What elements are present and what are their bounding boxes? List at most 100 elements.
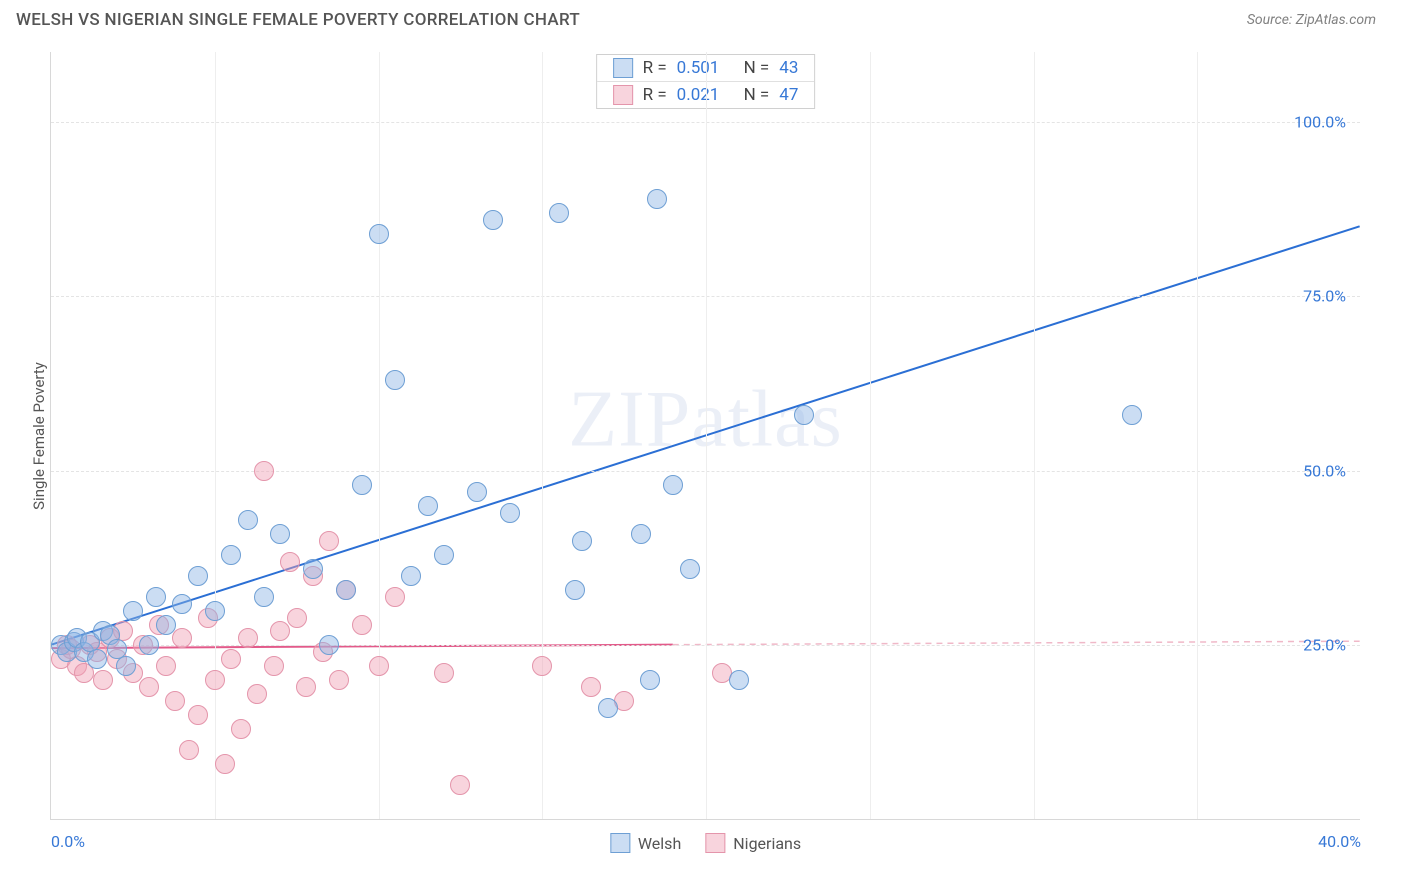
scatter-point [264, 656, 284, 676]
scatter-point [123, 601, 143, 621]
scatter-point [93, 670, 113, 690]
scatter-point [352, 615, 372, 635]
scatter-point [369, 224, 389, 244]
scatter-point [794, 405, 814, 425]
scatter-point [188, 566, 208, 586]
scatter-point [205, 670, 225, 690]
gridline-vertical [215, 52, 216, 819]
scatter-point [270, 621, 290, 641]
scatter-point [188, 705, 208, 725]
scatter-point [139, 677, 159, 697]
scatter-point [549, 203, 569, 223]
scatter-point [385, 370, 405, 390]
x-tick-label: 40.0% [1318, 832, 1361, 851]
scatter-point [116, 656, 136, 676]
scatter-point [238, 628, 258, 648]
gridline-vertical [1197, 52, 1198, 819]
scatter-point [565, 580, 585, 600]
r-value-welsh: 0.501 [677, 58, 720, 78]
scatter-point [87, 649, 107, 669]
scatter-point [238, 510, 258, 530]
scatter-point [319, 635, 339, 655]
r-label: R = [643, 58, 667, 78]
scatter-point [172, 628, 192, 648]
scatter-point [165, 691, 185, 711]
scatter-point [572, 531, 592, 551]
scatter-point [680, 559, 700, 579]
scatter-point [401, 566, 421, 586]
y-tick-label: 75.0% [1303, 287, 1346, 306]
n-value-nigerians: 47 [779, 85, 798, 105]
scatter-point [434, 663, 454, 683]
r-value-nigerians: 0.021 [677, 85, 720, 105]
scatter-point [296, 677, 316, 697]
y-tick-label: 100.0% [1294, 112, 1346, 131]
y-axis-label: Single Female Poverty [30, 362, 48, 510]
legend-item-welsh: Welsh [610, 833, 681, 853]
scatter-point [418, 496, 438, 516]
swatch-nigerians [613, 85, 633, 105]
scatter-point [467, 482, 487, 502]
scatter-point [385, 587, 405, 607]
scatter-point [647, 189, 667, 209]
legend-label-nigerians: Nigerians [733, 834, 801, 853]
scatter-point [254, 461, 274, 481]
y-tick-label: 25.0% [1303, 636, 1346, 655]
scatter-point [1122, 405, 1142, 425]
chart-header: WELSH VS NIGERIAN SINGLE FEMALE POVERTY … [0, 0, 1406, 36]
scatter-point [156, 615, 176, 635]
scatter-point [532, 656, 552, 676]
legend-item-nigerians: Nigerians [705, 833, 801, 853]
scatter-point [631, 524, 651, 544]
scatter-point [221, 545, 241, 565]
scatter-point [500, 503, 520, 523]
chart-source: Source: ZipAtlas.com [1247, 12, 1376, 28]
n-label: N = [744, 85, 770, 105]
scatter-point [329, 670, 349, 690]
legend-label-welsh: Welsh [638, 834, 681, 853]
legend-swatch-welsh [610, 833, 630, 853]
y-tick-label: 50.0% [1303, 461, 1346, 480]
scatter-point [303, 559, 323, 579]
gridline-vertical [542, 52, 543, 819]
scatter-point [369, 656, 389, 676]
scatter-point [146, 587, 166, 607]
n-label: N = [744, 58, 770, 78]
gridline-vertical [870, 52, 871, 819]
gridline-vertical [706, 52, 707, 819]
swatch-welsh [613, 58, 633, 78]
scatter-point [254, 587, 274, 607]
scatter-point [280, 552, 300, 572]
r-label: R = [643, 85, 667, 105]
x-tick-label: 0.0% [51, 832, 85, 851]
scatter-point [247, 684, 267, 704]
legend-swatch-nigerians [705, 833, 725, 853]
scatter-point [205, 601, 225, 621]
scatter-point [221, 649, 241, 669]
scatter-point [215, 754, 235, 774]
gridline-vertical [379, 52, 380, 819]
scatter-point [336, 580, 356, 600]
scatter-point [287, 608, 307, 628]
scatter-point [598, 698, 618, 718]
series-legend: Welsh Nigerians [610, 833, 801, 853]
scatter-point [270, 524, 290, 544]
scatter-point [434, 545, 454, 565]
scatter-point [231, 719, 251, 739]
scatter-point [319, 531, 339, 551]
n-value-welsh: 43 [779, 58, 798, 78]
scatter-point [450, 775, 470, 795]
scatter-point [179, 740, 199, 760]
gridline-vertical [1034, 52, 1035, 819]
scatter-point [729, 670, 749, 690]
scatter-point [640, 670, 660, 690]
chart-title: WELSH VS NIGERIAN SINGLE FEMALE POVERTY … [16, 10, 580, 30]
scatter-point [483, 210, 503, 230]
scatter-point [581, 677, 601, 697]
scatter-point [352, 475, 372, 495]
scatter-point [156, 656, 176, 676]
scatter-point [139, 635, 159, 655]
chart-plot-area: Single Female Poverty ZIPatlas R = 0.501… [50, 52, 1360, 820]
scatter-point [663, 475, 683, 495]
scatter-point [172, 594, 192, 614]
